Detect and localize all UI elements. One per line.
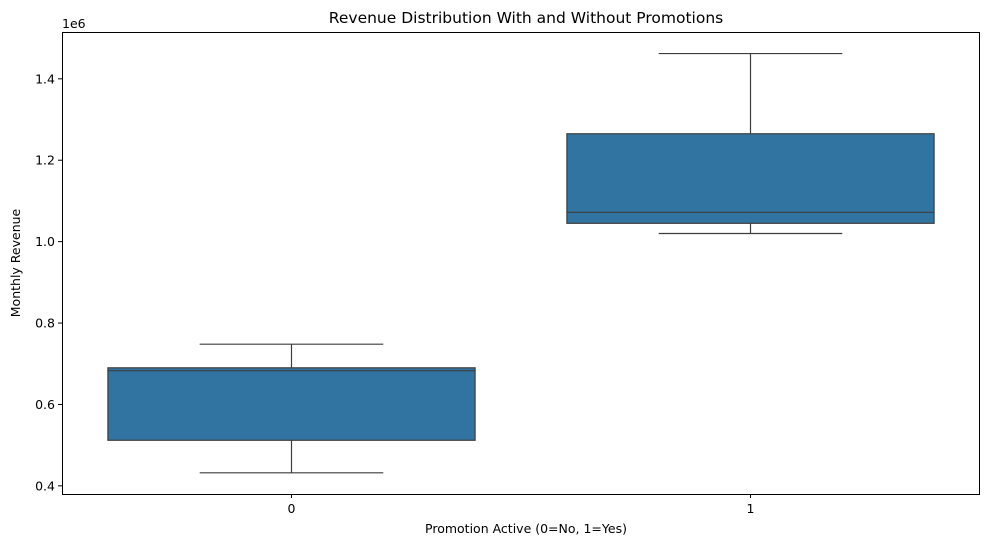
chart-title: Revenue Distribution With and Without Pr…: [329, 9, 723, 27]
box-group-1: [566, 52, 935, 235]
y-axis: 0.4 0.6 0.8 1.0 1.2 1.4: [35, 71, 62, 493]
boxes-layer: [107, 52, 935, 474]
y-tick-label: 0.6: [35, 397, 55, 412]
y-axis-label: Monthly Revenue: [8, 208, 23, 317]
plot-area: [62, 32, 980, 495]
box-iqr: [107, 367, 476, 441]
box-iqr: [566, 133, 935, 224]
y-tick-label: 0.4: [35, 478, 55, 493]
y-tick-label: 1.0: [35, 234, 55, 249]
box-group-0: [107, 343, 476, 474]
x-tick-label: 1: [747, 501, 755, 516]
y-tick-label: 1.2: [35, 153, 55, 168]
x-axis-label: Promotion Active (0=No, 1=Yes): [425, 521, 627, 536]
y-offset-label: 1e6: [62, 16, 86, 31]
y-tick-label: 0.8: [35, 316, 55, 331]
y-tick-label: 1.4: [35, 71, 55, 86]
x-tick-label: 0: [288, 501, 296, 516]
